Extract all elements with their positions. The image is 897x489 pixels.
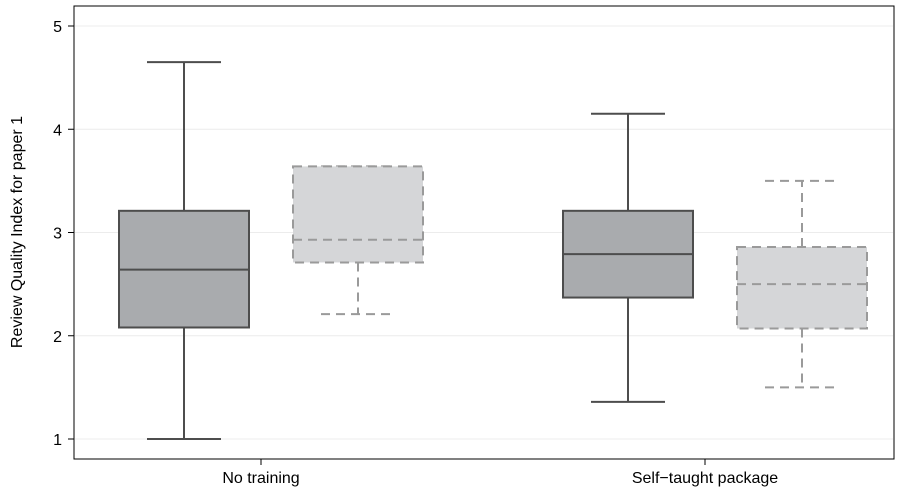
y-tick-label-2: 2 [53,329,62,346]
y-tick-label-3: 3 [53,226,62,243]
x-tick-label-0: No training [222,470,299,487]
y-axis-title: Review Quality Index for paper 1 [9,116,26,348]
box-s1-c0 [292,165,424,316]
x-axis: No training Self−taught package [222,459,778,487]
box-s0-c1 [562,112,694,403]
boxes-layer [118,61,868,440]
y-tick-label-4: 4 [53,122,62,139]
iqr-box [292,165,424,264]
y-axis: 1 2 3 4 5 [53,19,74,449]
box-s1-c1 [736,179,868,389]
iqr-box [736,245,868,330]
y-tick-label-1: 1 [53,432,62,449]
y-tick-label-5: 5 [53,19,62,36]
x-tick-label-1: Self−taught package [632,470,778,487]
box-s0-c0 [118,61,250,440]
